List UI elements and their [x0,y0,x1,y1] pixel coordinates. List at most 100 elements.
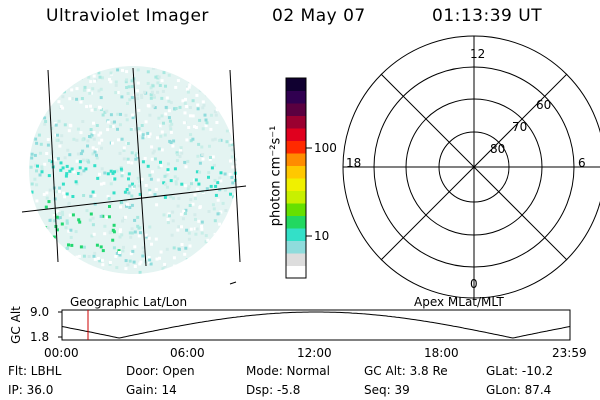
image-pixel [221,245,225,248]
timeline-y-max: 9.0 [30,305,50,319]
image-pixel [127,177,130,181]
image-pixel [186,90,190,94]
image-pixel [77,172,81,175]
image-pixel [225,266,229,270]
image-pixel [90,108,94,112]
image-pixel [226,115,230,119]
image-pixel [230,243,234,247]
image-pixel [139,260,143,264]
image-pixel [76,127,80,131]
image-pixel [97,141,101,145]
image-pixel [141,136,145,140]
image-pixel [59,104,63,108]
image-pixel [224,209,228,212]
image-pixel [224,84,228,88]
image-pixel [193,213,197,217]
image-pixel [195,187,199,191]
image-pixel [35,217,39,221]
image-pixel [167,99,171,103]
image-pixel [146,81,150,85]
image-pixel [149,86,153,90]
image-pixel [34,137,38,141]
image-pixel [189,227,193,231]
image-pixel [180,243,184,246]
image-pixel [185,105,189,108]
image-pixel [198,89,202,93]
image-pixel [133,218,137,222]
image-pixel [82,88,86,92]
image-pixel [229,159,232,163]
image-pixel [208,157,212,161]
image-pixel [159,134,163,138]
image-pixel [200,220,204,224]
image-pixel [209,156,212,159]
image-pixel [221,201,225,205]
image-pixel [225,129,229,133]
image-pixel [113,177,117,181]
image-pixel [189,133,193,137]
image-pixel [103,171,107,175]
image-pixel [184,208,188,212]
image-pixel [71,269,75,273]
image-pixel [169,195,173,199]
image-pixel [153,106,157,110]
image-pixel [144,184,148,187]
image-pixel [234,165,237,169]
image-pixel [155,257,159,261]
image-pixel [64,250,68,254]
colorbar-label-100: 100 [314,141,337,155]
image-pixel [129,235,133,239]
image-pixel [106,128,110,132]
image-pixel [88,218,92,222]
image-pixel [202,103,206,107]
image-pixel [164,194,168,198]
image-pixel [176,79,180,83]
image-pixel [79,152,83,156]
image-pixel [189,198,193,202]
image-pixel [54,69,58,73]
mlat-label-80: 80 [490,142,506,156]
image-pixel [89,104,92,108]
image-pixel [78,166,82,170]
image-pixel [91,216,95,220]
image-pixel [200,224,204,228]
image-pixel [179,212,183,216]
image-pixel [162,121,165,125]
image-pixel [148,260,151,264]
image-pixel [194,232,198,236]
image-pixel [204,240,208,244]
image-pixel [151,66,155,70]
image-pixel [219,210,223,214]
image-pixel [201,100,205,104]
image-pixel [226,250,230,253]
image-pixel [176,228,180,232]
image-pixel [80,97,84,100]
image-pixel [141,246,145,250]
image-pixel [189,139,193,143]
image-pixel [42,257,46,260]
image-pixel [126,263,130,267]
image-pixel [150,242,153,246]
colorbar [286,78,306,279]
image-pixel [236,96,237,100]
image-pixel [137,127,141,131]
colorbar-segment [286,153,306,166]
image-pixel [81,120,85,123]
mlt-label-18: 18 [346,156,362,170]
image-pixel [29,131,33,135]
colorbar-frame [285,77,307,279]
image-pixel [218,176,222,180]
image-pixel [99,87,103,91]
image-pixel [63,195,67,199]
image-pixel [59,161,63,165]
image-pixel [211,203,215,207]
image-pixel [132,260,136,264]
image-pixel [136,224,140,228]
colorbar-segment [286,203,306,216]
image-pixel [97,71,101,75]
image-pixel [194,76,198,80]
image-pixel [83,85,87,89]
image-pixel [76,152,80,156]
image-pixel [157,165,161,169]
image-pixel [105,216,109,219]
